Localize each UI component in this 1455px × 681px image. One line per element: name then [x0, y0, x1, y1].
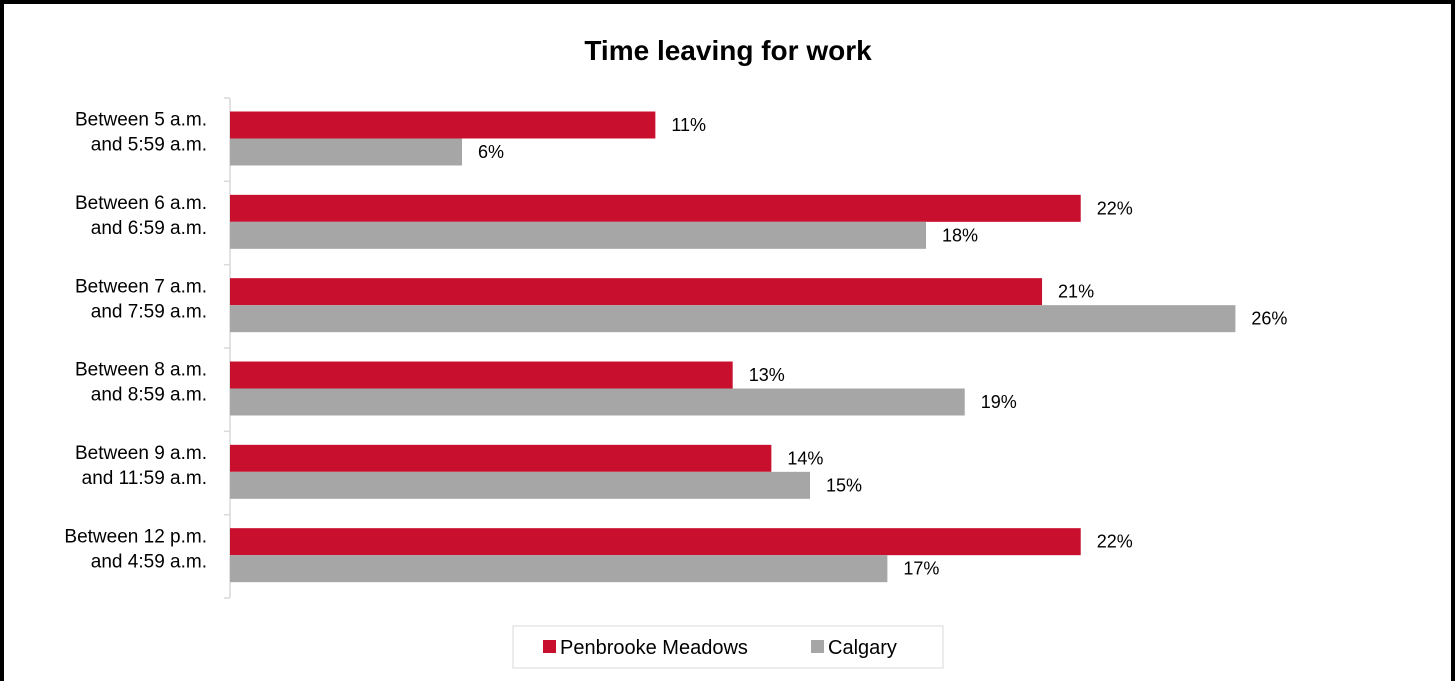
category-axis: [224, 97, 231, 599]
category-label: Between 8 a.m.: [75, 360, 207, 381]
category-label: Between 7 a.m.: [75, 276, 207, 297]
legend: Penbrooke Meadows Calgary: [512, 625, 944, 669]
legend-label: Calgary: [828, 637, 897, 659]
category-label: and 7:59 a.m.: [91, 301, 207, 322]
category-label: Between 6 a.m.: [75, 193, 207, 214]
category-labels-group: Between 5 a.m. and 5:59 a.m. Between 6 a.m…: [64, 110, 207, 573]
data-label: 17%: [903, 559, 939, 579]
chart-title: Time leaving for work: [584, 35, 872, 66]
data-label: 21%: [1058, 282, 1094, 302]
category-label: and 11:59 a.m.: [82, 468, 207, 489]
bars-group: [230, 111, 1236, 583]
category-label: and 6:59 a.m.: [91, 218, 207, 239]
category-label: Between 9 a.m.: [75, 443, 207, 464]
bar-calgary: [230, 221, 927, 249]
data-label: 13%: [749, 365, 785, 385]
bar-penbrooke: [230, 278, 1043, 306]
bar-penbrooke: [230, 528, 1081, 556]
category-label: and 8:59 a.m.: [91, 385, 207, 406]
data-label: 11%: [671, 115, 706, 135]
data-label: 14%: [787, 448, 823, 468]
legend-label: Penbrooke Meadows: [560, 637, 748, 659]
category-label: Between 5 a.m.: [75, 110, 207, 131]
data-label: 19%: [981, 392, 1017, 412]
bar-penbrooke: [230, 194, 1081, 222]
bar-penbrooke: [230, 444, 772, 472]
data-label: 6%: [478, 142, 504, 162]
data-label: 22%: [1097, 198, 1133, 218]
data-labels-group: 11% 6% 22% 18% 21% 26% 13% 19% 14%15% 22% 17%: [478, 115, 1287, 579]
bar-calgary: [230, 555, 888, 583]
bar-calgary: [230, 388, 965, 416]
bar-calgary: [230, 138, 463, 166]
category-label: and 5:59 a.m.: [91, 135, 207, 156]
bar-penbrooke: [230, 111, 656, 139]
legend-swatch: [543, 640, 556, 653]
data-label: 22%: [1097, 532, 1133, 552]
data-label: 15%: [826, 475, 862, 495]
data-label: 26%: [1251, 309, 1287, 329]
bar-penbrooke: [230, 361, 733, 389]
legend-box: [512, 625, 944, 669]
legend-swatch: [811, 640, 824, 653]
data-label: 18%: [942, 225, 978, 245]
category-label: Between 12 p.m.: [64, 526, 207, 547]
bar-calgary: [230, 305, 1236, 333]
category-label: and 4:59 a.m.: [91, 551, 207, 572]
bar-calgary: [230, 471, 811, 499]
